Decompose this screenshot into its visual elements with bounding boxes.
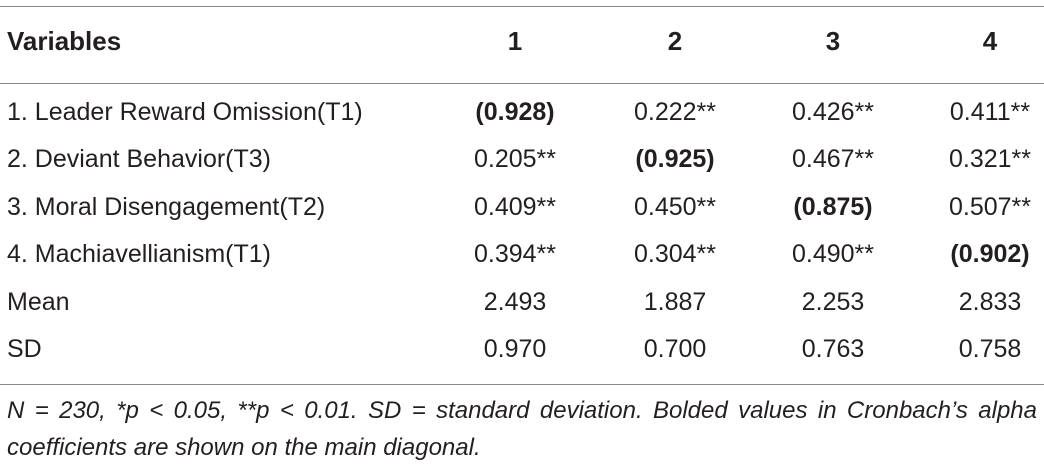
- table-footnote: N = 230, *p < 0.05, **p < 0.01. SD = sta…: [7, 397, 1037, 461]
- row-label: 2. Deviant Behavior(T3): [7, 145, 272, 173]
- header-variables: Variables: [7, 26, 122, 56]
- table-cell: 0.205**: [473, 145, 557, 173]
- row-label: 4. Machiavellianism(T1): [7, 240, 271, 268]
- table-header-row: Variables 1 2 3 4: [0, 17, 1044, 65]
- row-label: 3. Moral Disengagement(T2): [7, 193, 326, 221]
- table-row: SD 0.970 0.700 0.763 0.758: [0, 325, 1044, 373]
- table-cell: 0.321**: [948, 145, 1032, 173]
- table-cell: 0.763: [801, 335, 865, 363]
- table-cell: 0.426**: [791, 98, 875, 126]
- table-cell: (0.875): [793, 193, 873, 221]
- header-col-3: 3: [825, 26, 841, 56]
- table-cell: 2.833: [958, 288, 1022, 316]
- table-cell: (0.902): [950, 240, 1030, 268]
- table-cell: 0.467**: [791, 145, 875, 173]
- table-top-rule: [0, 6, 1044, 7]
- table-cell: 0.222**: [633, 98, 717, 126]
- table-cell: (0.925): [635, 145, 715, 173]
- table-cell: 0.394**: [473, 240, 557, 268]
- table-header-rule: [0, 83, 1044, 84]
- row-label: SD: [7, 335, 42, 363]
- table-cell: 0.411**: [949, 98, 1031, 126]
- table-cell: 0.450**: [633, 193, 717, 221]
- table-cell: 2.493: [483, 288, 547, 316]
- table-row: 2. Deviant Behavior(T3) 0.205** (0.925) …: [0, 135, 1044, 183]
- table-cell: 0.700: [643, 335, 707, 363]
- table-cell: 0.507**: [948, 193, 1032, 221]
- header-col-2: 2: [667, 26, 683, 56]
- table-cell: (0.928): [475, 98, 555, 126]
- table-cell: 0.970: [483, 335, 547, 363]
- table-cell: 0.409**: [473, 193, 557, 221]
- table-cell: 0.490**: [791, 240, 875, 268]
- table-bottom-rule: [0, 384, 1044, 385]
- row-label: Mean: [7, 288, 70, 316]
- table-row: 1. Leader Reward Omission(T1) (0.928) 0.…: [0, 88, 1044, 136]
- table-cell: 0.304**: [633, 240, 717, 268]
- table-row: Mean 2.493 1.887 2.253 2.833: [0, 278, 1044, 326]
- header-col-1: 1: [507, 26, 523, 56]
- table-cell: 1.887: [643, 288, 707, 316]
- table-cell: 0.758: [958, 335, 1022, 363]
- row-label: 1. Leader Reward Omission(T1): [7, 98, 363, 126]
- table-row: 3. Moral Disengagement(T2) 0.409** 0.450…: [0, 183, 1044, 231]
- table-cell: 2.253: [801, 288, 865, 316]
- table-row: 4. Machiavellianism(T1) 0.394** 0.304** …: [0, 230, 1044, 278]
- header-col-4: 4: [982, 26, 998, 56]
